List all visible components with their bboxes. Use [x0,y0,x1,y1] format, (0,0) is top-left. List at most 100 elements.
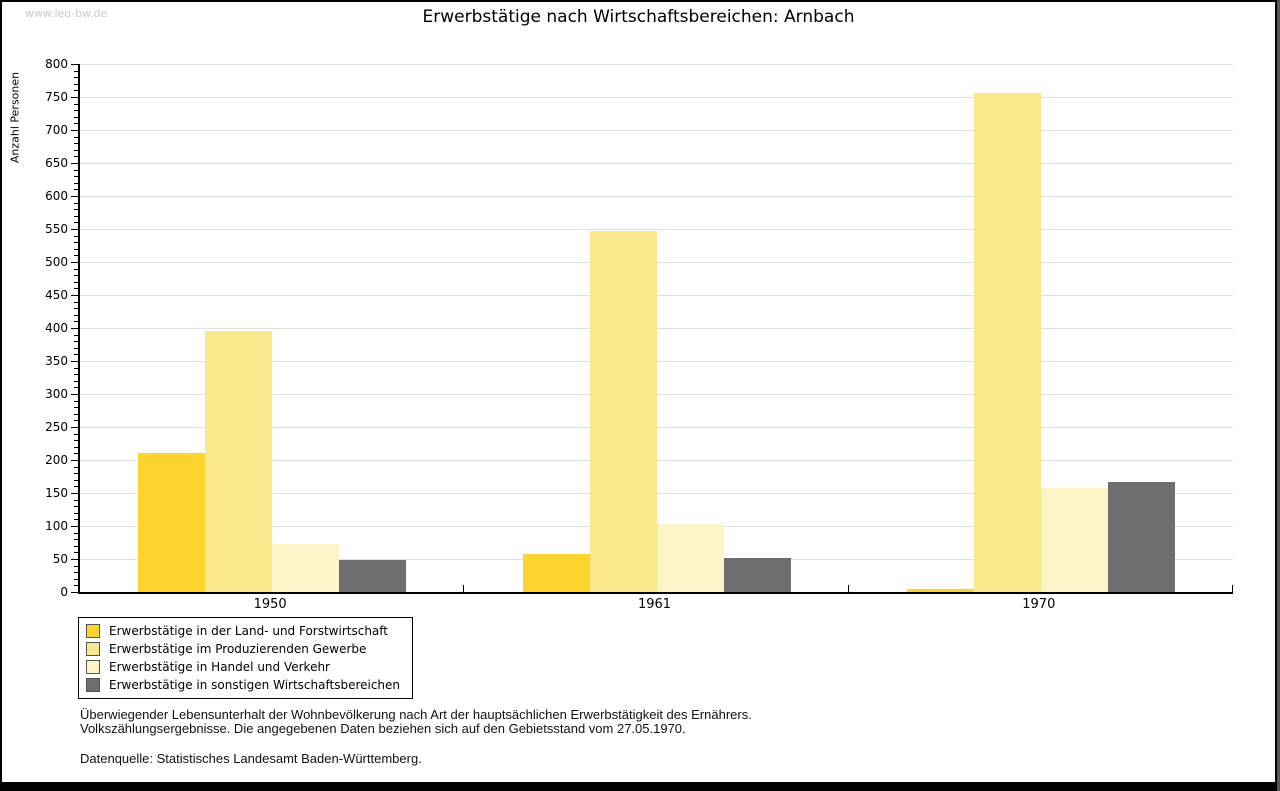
bar-1970-series3 [1040,488,1108,592]
y-tick [74,215,78,217]
y-tick [74,149,78,151]
x-category-label: 1950 [253,597,287,612]
y-tick [74,268,78,270]
bar-1961-series1 [522,554,590,592]
gridline-750 [80,97,1233,98]
y-tick [74,506,78,508]
y-tick [74,235,78,237]
y-tick [74,473,78,475]
y-tick [74,169,78,171]
footnote-line: Überwiegender Lebensunterhalt der Wohnbe… [80,707,752,722]
y-tick-label: 650 [45,156,68,170]
legend-item: Erwerbstätige in sonstigen Wirtschaftsbe… [86,677,400,693]
y-tick-label: 600 [45,189,68,203]
bar-1950-series2 [205,331,273,592]
legend-label: Erwerbstätige in der Land- und Forstwirt… [109,624,388,638]
y-tick [74,156,78,158]
y-tick [71,361,78,362]
y-tick [71,394,78,395]
legend-swatch [86,678,100,692]
y-tick [74,281,78,283]
y-tick-label: 250 [45,420,68,434]
bar-1970-series2 [973,93,1041,592]
y-tick [71,163,78,164]
y-tick [71,493,78,494]
legend-label: Erwerbstätige im Produzierenden Gewerbe [109,642,367,656]
y-tick [74,539,78,541]
x-tick [463,585,465,592]
y-tick [74,255,78,257]
y-tick [71,328,78,329]
gridline-600 [80,196,1233,197]
y-tick [74,387,78,389]
y-tick [74,446,78,448]
bar-1961-series3 [656,524,724,592]
y-tick [74,380,78,382]
y-tick [74,354,78,356]
bar-1950-series3 [272,544,340,592]
bar-1950-series1 [138,453,206,592]
y-tick [74,116,78,118]
y-tick-label: 50 [52,552,68,566]
y-tick [74,77,78,79]
y-tick [74,585,78,587]
y-tick [74,248,78,250]
y-tick [74,572,78,574]
gridline-400 [80,328,1233,329]
y-tick-label: 350 [45,354,68,368]
y-tick [74,70,78,72]
legend-item: Erwerbstätige in Handel und Verkehr [86,659,400,675]
y-tick [71,559,78,560]
y-tick [74,182,78,184]
y-tick [74,288,78,290]
y-tick [74,209,78,211]
gridline-450 [80,295,1233,296]
legend: Erwerbstätige in der Land- und Forstwirt… [78,617,414,699]
y-tick-label: 800 [45,57,68,71]
y-tick [74,578,78,580]
y-tick [74,466,78,468]
gridline-800 [80,64,1233,65]
y-tick-label: 100 [45,519,68,533]
y-tick-label: 200 [45,453,68,467]
y-tick [74,545,78,547]
y-tick [74,176,78,178]
gridline-200 [80,460,1233,461]
y-tick [71,130,78,131]
y-tick [74,512,78,514]
watermark: www.leo-bw.de [25,7,108,20]
y-tick [74,420,78,422]
y-tick [71,64,78,65]
y-tick-label: 300 [45,387,68,401]
gridline-300 [80,394,1233,395]
bar-1970-series4 [1107,481,1175,592]
y-tick [74,242,78,244]
y-tick-label: 500 [45,255,68,269]
y-tick [71,295,78,296]
legend-item: Erwerbstätige im Produzierenden Gewerbe [86,641,400,657]
y-tick [74,301,78,303]
bar-1950-series4 [339,560,407,592]
data-source: Datenquelle: Statistisches Landesamt Bad… [80,751,422,766]
legend-label: Erwerbstätige in Handel und Verkehr [109,660,330,674]
y-tick [71,460,78,461]
gridline-500 [80,262,1233,263]
y-tick [71,526,78,527]
y-tick [71,427,78,428]
y-tick [74,308,78,310]
y-tick [74,479,78,481]
legend-swatch [86,624,100,638]
y-tick-label: 550 [45,222,68,236]
x-category-label: 1961 [637,597,672,612]
y-axis-labels: 0 50 100 150 200 250 300 350 400 450 500 550 600 650 7… [2,57,68,599]
y-tick [74,374,78,376]
y-tick [71,229,78,230]
x-tick [847,585,849,592]
y-tick [74,486,78,488]
bar-1961-series4 [723,558,791,592]
y-tick [74,189,78,191]
gridline-250 [80,427,1233,428]
y-tick [74,123,78,125]
x-axis-labels: 1950 1961 1970 [78,597,1231,613]
